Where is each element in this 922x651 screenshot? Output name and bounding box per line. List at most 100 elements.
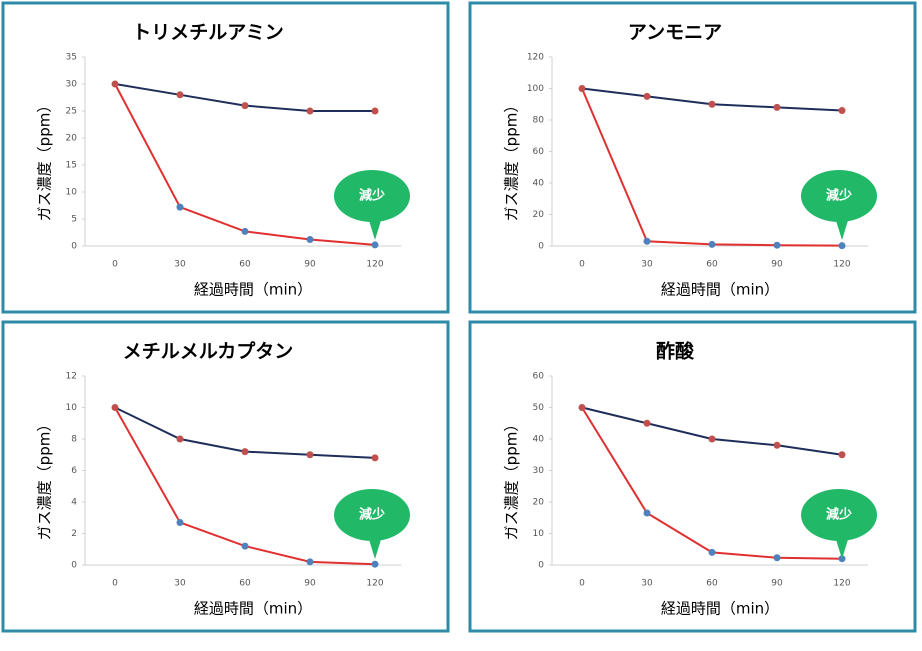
data-point [643, 92, 651, 100]
x-tick-label: 90 [304, 260, 316, 270]
data-point [306, 107, 314, 115]
data-point [111, 404, 119, 411]
callout: 減少 [334, 170, 410, 240]
data-point [176, 203, 184, 211]
y-tick-label: 30 [66, 80, 78, 90]
y-tick-label: 60 [533, 372, 545, 382]
data-point [241, 227, 249, 235]
data-point [371, 454, 379, 462]
data-point [306, 558, 314, 566]
callout-bubble [801, 170, 877, 222]
x-tick-label: 0 [579, 579, 585, 589]
x-tick-label: 30 [174, 579, 186, 589]
callout-text: 減少 [359, 507, 385, 523]
y-tick-label: 8 [71, 435, 77, 445]
x-tick-label: 30 [174, 260, 186, 270]
y-tick-label: 15 [66, 161, 77, 171]
y-tick-label: 80 [533, 116, 545, 126]
y-tick-label: 10 [66, 403, 78, 413]
data-point [371, 107, 379, 115]
data-point [643, 237, 651, 245]
x-tick-label: 120 [833, 579, 850, 589]
data-point [643, 419, 651, 427]
data-point [176, 435, 184, 443]
data-point [578, 404, 586, 411]
x-tick-label: 90 [304, 579, 316, 589]
callout-bubble [801, 489, 877, 541]
x-tick-label: 0 [579, 260, 585, 270]
data-point [708, 240, 716, 248]
data-point [241, 448, 249, 456]
data-point [111, 80, 119, 88]
panel-frame [468, 320, 917, 633]
chart-title: 酢酸 [656, 340, 695, 363]
callout-text: 減少 [826, 507, 852, 523]
y-axis-label: ガス濃度（ppm） [503, 98, 521, 222]
y-axis-label: ガス濃度（ppm） [36, 417, 54, 541]
data-point [773, 103, 781, 111]
y-tick-label: 40 [533, 179, 545, 189]
callout: 減少 [334, 489, 410, 559]
x-tick-label: 60 [706, 579, 718, 589]
panel-frame [1, 1, 450, 314]
y-tick-label: 12 [66, 372, 77, 382]
y-tick-label: 10 [66, 188, 78, 198]
y-axis-label: ガス濃度（ppm） [503, 417, 521, 541]
callout-bubble [334, 489, 410, 541]
x-tick-label: 60 [239, 260, 251, 270]
panel-frame [1, 320, 450, 633]
data-point [241, 542, 249, 550]
y-tick-label: 40 [533, 435, 545, 445]
panel-frame [468, 1, 917, 314]
callout: 減少 [801, 489, 877, 559]
y-tick-label: 0 [538, 242, 544, 252]
x-tick-label: 30 [641, 260, 653, 270]
x-tick-label: 0 [112, 260, 118, 270]
y-tick-label: 0 [538, 561, 544, 571]
y-tick-label: 120 [527, 53, 544, 63]
x-tick-label: 120 [366, 260, 383, 270]
x-axis-label: 経過時間（min） [661, 281, 779, 299]
y-tick-label: 20 [66, 134, 78, 144]
data-point [306, 451, 314, 459]
chart-title: トリメチルアミン [132, 22, 284, 44]
y-tick-label: 4 [71, 498, 77, 508]
y-tick-label: 20 [533, 210, 545, 220]
data-point [643, 509, 651, 517]
data-point [838, 242, 846, 250]
data-point [708, 548, 716, 556]
x-tick-label: 120 [366, 579, 383, 589]
data-point [838, 451, 846, 459]
x-tick-label: 90 [771, 579, 783, 589]
y-tick-label: 35 [66, 53, 77, 63]
data-point [838, 107, 846, 115]
y-tick-label: 0 [71, 561, 77, 571]
data-point [176, 91, 184, 99]
y-tick-label: 2 [71, 529, 77, 539]
y-tick-label: 100 [527, 84, 544, 94]
x-tick-label: 60 [239, 579, 251, 589]
data-point [578, 85, 586, 92]
data-point [708, 100, 716, 108]
callout-text: 減少 [826, 188, 852, 204]
data-point [371, 241, 379, 249]
y-tick-label: 5 [71, 215, 77, 225]
callout-bubble [334, 170, 410, 222]
chart-title: アンモニア [628, 22, 722, 44]
x-tick-label: 90 [771, 260, 783, 270]
y-tick-label: 25 [66, 107, 77, 117]
chart-title: メチルメルカプタン [123, 340, 293, 363]
data-point [306, 236, 314, 244]
y-tick-label: 6 [71, 466, 77, 476]
data-point [773, 241, 781, 249]
x-tick-label: 0 [112, 579, 118, 589]
y-tick-label: 0 [71, 242, 77, 252]
callout-text: 減少 [359, 188, 385, 204]
x-axis-label: 経過時間（min） [194, 600, 312, 618]
x-tick-label: 120 [833, 260, 850, 270]
data-point [241, 102, 249, 110]
data-point [176, 518, 184, 526]
